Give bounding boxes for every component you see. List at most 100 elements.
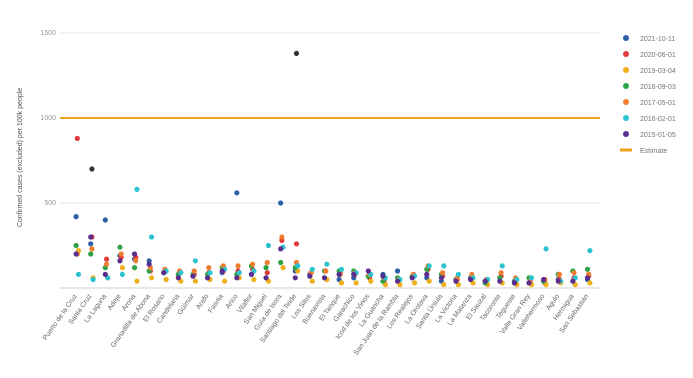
data-point [73, 214, 79, 220]
data-point [570, 278, 576, 284]
data-point [439, 270, 446, 276]
legend-marker [623, 131, 629, 137]
data-point [482, 278, 488, 284]
data-point [353, 280, 359, 286]
y-tick-label: 500 [44, 200, 56, 207]
legend-label: 2018-09-03 [640, 84, 676, 91]
data-point [351, 271, 357, 277]
data-point [89, 166, 95, 172]
data-point [90, 276, 96, 283]
data-point [584, 275, 591, 281]
data-point [248, 271, 255, 277]
x-tick-label: Fasnia [207, 293, 225, 314]
data-point [192, 258, 198, 264]
data-point [556, 271, 563, 277]
data-point [293, 50, 300, 57]
legend-label: 2017-05-01 [640, 100, 676, 107]
data-point [74, 135, 80, 141]
data-point [438, 275, 444, 281]
data-point [426, 263, 432, 269]
data-point [293, 241, 300, 247]
data-point [234, 190, 240, 196]
data-point [118, 251, 124, 257]
data-point [555, 278, 561, 284]
data-point [205, 275, 211, 281]
data-point [235, 263, 241, 269]
data-point [528, 275, 535, 281]
data-point [309, 278, 315, 284]
data-point [134, 278, 140, 284]
data-point [338, 280, 345, 286]
data-point [175, 275, 181, 281]
data-point [89, 246, 95, 252]
legend-label: Estimate [640, 148, 667, 155]
data-points [73, 50, 593, 288]
data-point [409, 275, 415, 281]
data-point [307, 273, 313, 279]
grid [60, 32, 600, 289]
data-point [278, 200, 284, 206]
data-point [161, 270, 167, 276]
data-point [424, 271, 430, 277]
data-point [119, 271, 125, 277]
data-point [222, 278, 228, 284]
data-point [163, 276, 169, 283]
legend-marker [623, 35, 629, 41]
data-point [263, 265, 269, 271]
data-point [206, 265, 212, 271]
legend-label: 2021-10-11 [640, 36, 675, 43]
data-point [102, 217, 108, 223]
data-point [321, 275, 328, 281]
data-point [207, 270, 213, 276]
data-point [88, 241, 94, 247]
data-point [278, 259, 284, 266]
data-point [117, 244, 123, 250]
data-point [587, 280, 593, 286]
data-point [394, 268, 401, 274]
data-point [441, 263, 447, 269]
data-point [336, 271, 342, 277]
data-point [73, 242, 79, 249]
legend: 2021-10-11 2020-06-01 2019-03-04 2018-09-03… [620, 35, 676, 155]
data-point [234, 275, 240, 281]
data-point [250, 261, 256, 267]
data-point [394, 278, 401, 284]
data-point [148, 234, 155, 240]
data-point [73, 251, 79, 257]
data-point [264, 259, 270, 266]
data-point [323, 268, 329, 274]
legend-label: 2019-03-04 [640, 68, 676, 75]
y-axis-ticks: 1500 1000 500 [40, 30, 56, 207]
data-point [278, 246, 284, 252]
data-point [541, 276, 547, 283]
y-tick-label: 1500 [40, 30, 56, 37]
data-point [146, 261, 152, 267]
legend-marker [623, 115, 629, 121]
data-point [148, 275, 155, 281]
legend-marker [623, 67, 629, 73]
legend-label: 2020-06-01 [640, 52, 676, 59]
data-point [265, 242, 272, 249]
data-point [324, 261, 330, 267]
data-point [192, 278, 198, 284]
data-point [178, 270, 184, 276]
data-point [131, 265, 138, 271]
data-point [411, 280, 418, 286]
data-point [190, 273, 196, 279]
data-point [498, 270, 504, 276]
data-point [295, 263, 301, 269]
data-point [88, 251, 94, 257]
data-point [441, 282, 447, 288]
data-point [499, 263, 505, 269]
data-point [365, 268, 371, 274]
data-point [543, 246, 549, 252]
data-point [264, 270, 270, 276]
data-point [587, 248, 593, 254]
data-point [309, 266, 315, 272]
legend-label: 2016-02-01 [640, 116, 676, 123]
data-point [455, 271, 461, 277]
data-point [426, 278, 432, 284]
data-point [511, 280, 518, 286]
data-point [571, 270, 577, 276]
